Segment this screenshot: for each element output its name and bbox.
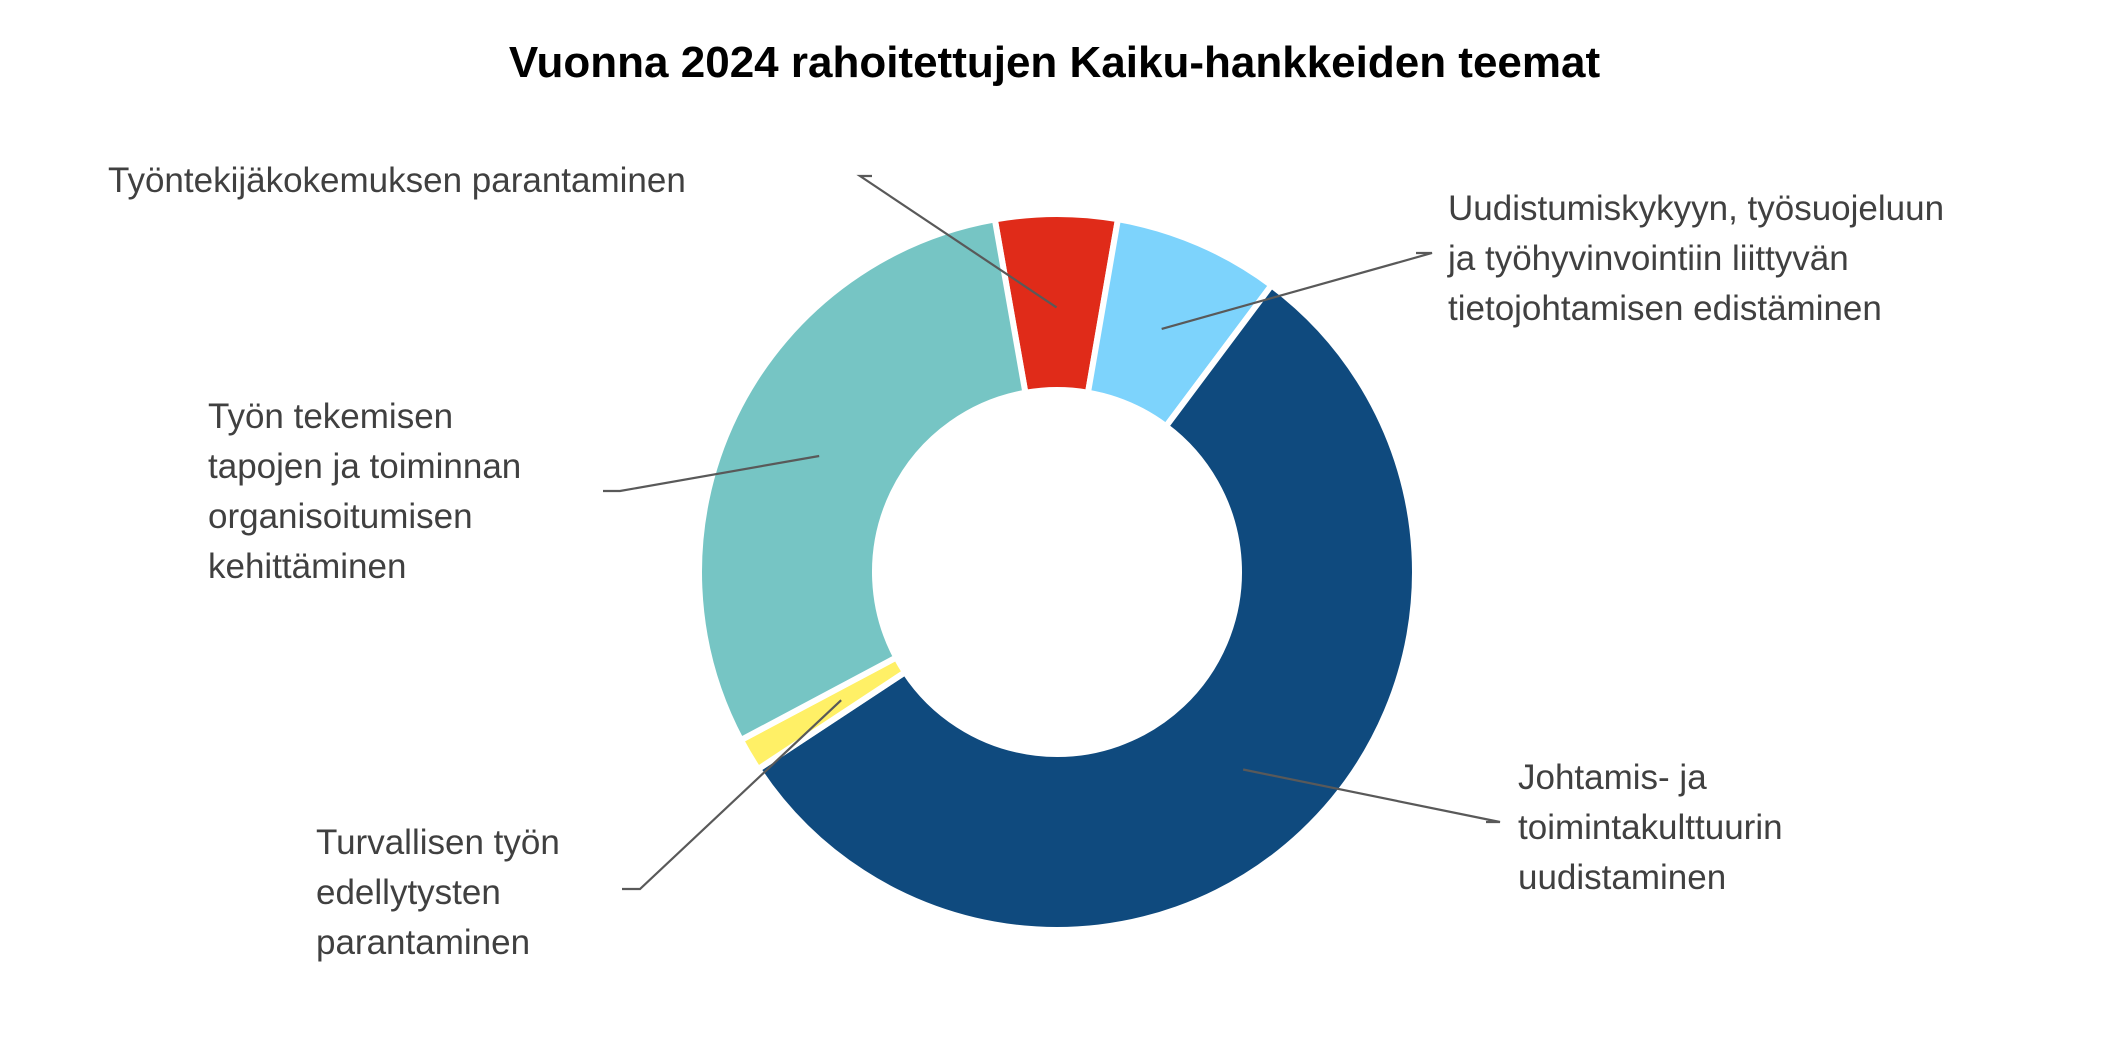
- leader-line-2: [1161, 251, 1433, 331]
- leader-lines: [603, 174, 1501, 891]
- slice-label-1: Työntekijäkokemuksen parantaminen: [108, 161, 686, 200]
- slice-label-line: parantaminen: [316, 923, 530, 962]
- slice-label-3: Johtamis- ja toimintakulttuurin uudistamin…: [1518, 758, 1783, 897]
- slice-label-4: Turvallisen työn edellytysten parantaminen: [316, 823, 560, 962]
- slice-label-line: Uudistumiskykyyn, työsuojeluun: [1448, 189, 1944, 228]
- slice-label-line: organisoitumisen: [208, 497, 473, 536]
- slice-label-2: Uudistumiskykyyn, työsuojeluun ja työhyvi…: [1447, 189, 1944, 328]
- slice-labels: Työntekijäkokemuksen parantaminen Uudistu…: [108, 161, 1944, 962]
- slice-5: [696, 216, 1029, 744]
- slice-label-line: tapojen ja toiminnan: [208, 447, 521, 486]
- slice-label-line: toimintakulttuurin: [1518, 808, 1783, 847]
- leader-line-4: [622, 699, 842, 891]
- slice-label-line: tietojohtamisen edistäminen: [1448, 289, 1882, 328]
- slice-label-line: ja työhyvinvointiin liittyvän: [1447, 239, 1849, 278]
- donut-slices: [696, 211, 1418, 933]
- slice-label-line: kehittäminen: [208, 547, 406, 586]
- leader-line-3: [1242, 768, 1501, 824]
- slice-label-5: Työn tekemisen tapojen ja toiminnan organi…: [208, 397, 521, 586]
- chart-title: Vuonna 2024 rahoitettujen Kaiku-hankkeid…: [508, 38, 1601, 87]
- slice-label-line: uudistaminen: [1518, 858, 1726, 897]
- leader-line-1: [856, 174, 1058, 309]
- slice-label-line: Turvallisen työn: [316, 823, 560, 862]
- leader-line-5: [603, 454, 820, 493]
- slice-3: [755, 282, 1418, 933]
- slice-label-line: Johtamis- ja: [1518, 758, 1707, 797]
- slice-label-line: edellytysten: [316, 873, 501, 912]
- slice-label-line: Työn tekemisen: [208, 397, 453, 436]
- slice-label-line: Työntekijäkokemuksen parantaminen: [108, 161, 686, 200]
